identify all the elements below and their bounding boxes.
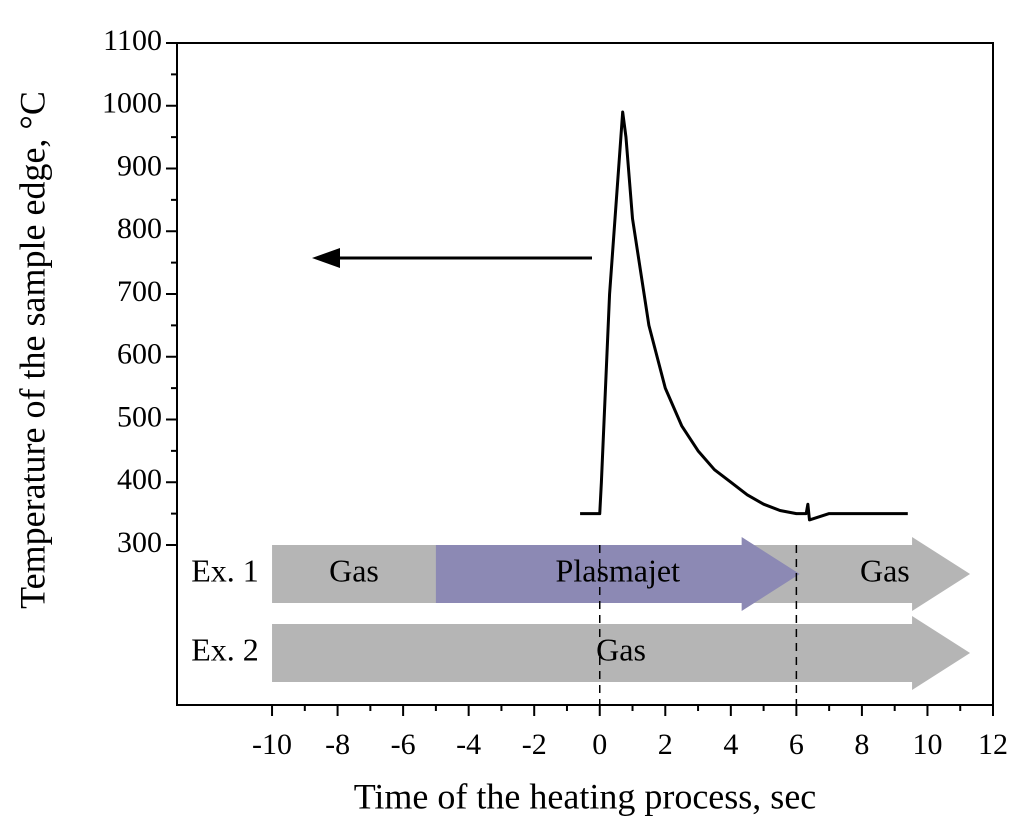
x-tick-label: -2 bbox=[522, 728, 547, 761]
x-tick-label: -6 bbox=[391, 728, 416, 761]
y-tick-label: 600 bbox=[117, 338, 162, 371]
x-axis-label: Time of the heating process, sec bbox=[354, 776, 817, 816]
phase-bar bbox=[272, 545, 436, 603]
phase-label: Plasmajet bbox=[556, 552, 681, 588]
plot-frame bbox=[176, 42, 994, 706]
phase-label: Gas bbox=[860, 552, 910, 588]
phase-label: Gas bbox=[596, 631, 646, 667]
annotation-arrow-head bbox=[312, 248, 340, 268]
x-tick-label: -8 bbox=[325, 728, 350, 761]
y-tick-label: 400 bbox=[117, 463, 162, 496]
x-tick-label: 4 bbox=[723, 728, 738, 761]
y-tick-label: 900 bbox=[117, 149, 162, 182]
x-tick-label: -10 bbox=[252, 728, 292, 761]
phase-row-label: Ex. 1 bbox=[191, 552, 259, 588]
data-line bbox=[580, 110, 908, 522]
y-tick-label: 800 bbox=[117, 212, 162, 245]
x-tick-label: -4 bbox=[456, 728, 481, 761]
phase-bar bbox=[272, 616, 971, 690]
x-tick-label: 2 bbox=[658, 728, 673, 761]
x-tick-label: 10 bbox=[912, 728, 942, 761]
y-axis-label: Temperature of the sample edge, °C bbox=[12, 91, 52, 609]
y-tick-label: 700 bbox=[117, 275, 162, 308]
x-tick-label: 0 bbox=[592, 728, 607, 761]
y-tick-label: 1000 bbox=[102, 87, 162, 120]
x-tick-label: 8 bbox=[854, 728, 869, 761]
phase-bar bbox=[377, 537, 800, 611]
phase-bar bbox=[741, 537, 971, 611]
phase-row-label: Ex. 2 bbox=[191, 631, 259, 667]
y-tick-label: 300 bbox=[117, 526, 162, 559]
y-tick-label: 500 bbox=[117, 400, 162, 433]
x-tick-label: 6 bbox=[789, 728, 804, 761]
y-tick-label: 1100 bbox=[103, 24, 162, 57]
phase-label: Gas bbox=[329, 552, 379, 588]
x-tick-label: 12 bbox=[978, 728, 1008, 761]
